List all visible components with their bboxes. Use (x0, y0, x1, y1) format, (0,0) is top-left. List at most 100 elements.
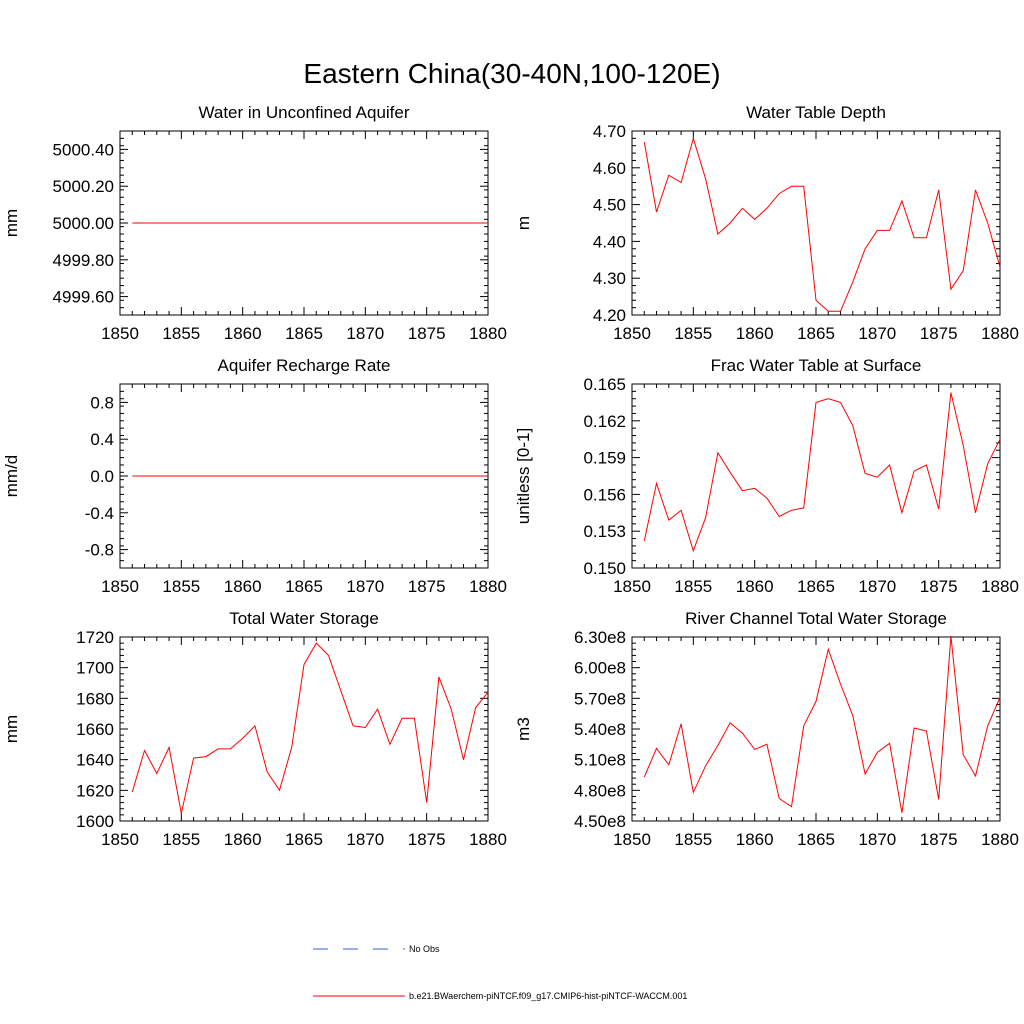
x-tick-label: 1860 (736, 830, 774, 849)
y-tick-label: -0.4 (85, 504, 114, 523)
x-tick-label: 1860 (224, 830, 262, 849)
x-tick-label: 1875 (408, 577, 446, 596)
y-tick-label: 1620 (76, 781, 114, 800)
y-tick-label: 0.165 (583, 375, 626, 394)
y-tick-label: 6.00e8 (574, 659, 626, 678)
x-tick-label: 1875 (920, 830, 958, 849)
panel-title: River Channel Total Water Storage (685, 609, 947, 628)
y-tick-label: 0.8 (90, 393, 114, 412)
x-tick-label: 1850 (101, 577, 139, 596)
x-tick-label: 1880 (981, 577, 1019, 596)
x-tick-label: 1850 (613, 324, 651, 343)
x-tick-label: 1860 (736, 577, 774, 596)
panel-title: Total Water Storage (229, 609, 379, 628)
x-tick-label: 1860 (736, 324, 774, 343)
x-tick-label: 1870 (346, 324, 384, 343)
x-tick-label: 1860 (224, 324, 262, 343)
x-tick-label: 1855 (674, 577, 712, 596)
y-tick-label: 5.70e8 (574, 689, 626, 708)
y-tick-label: 4.20 (593, 306, 626, 325)
y-tick-label: 4.70 (593, 122, 626, 141)
y-tick-label: 0.162 (583, 412, 626, 431)
y-tick-label: 4.30 (593, 269, 626, 288)
panel-title: Water in Unconfined Aquifer (198, 103, 409, 122)
y-tick-label: 4999.80 (53, 251, 114, 270)
panel-title: Frac Water Table at Surface (711, 356, 922, 375)
y-tick-label: 5000.20 (53, 177, 114, 196)
y-axis-label: mm/d (2, 455, 21, 498)
y-tick-label: 4.80e8 (574, 781, 626, 800)
series-line (643, 136, 1001, 312)
x-tick-label: 1855 (162, 324, 200, 343)
y-tick-label: 0.156 (583, 485, 626, 504)
x-tick-label: 1855 (674, 830, 712, 849)
y-axis-label: unitless [0-1] (514, 428, 533, 524)
x-tick-label: 1870 (346, 577, 384, 596)
x-tick-label: 1880 (981, 830, 1019, 849)
x-tick-label: 1880 (469, 830, 507, 849)
y-axis-label: m3 (514, 717, 533, 741)
y-tick-label: 1600 (76, 812, 114, 831)
x-tick-label: 1870 (858, 577, 896, 596)
chart-panel-6: 1850 1855 1860 1865 1870 1875 1880 4.50e8 4.80e8… (514, 609, 1019, 849)
x-tick-label: 1850 (613, 577, 651, 596)
series-line (643, 392, 1001, 553)
y-tick-label: 5000.40 (53, 140, 114, 159)
y-tick-label: 5.10e8 (574, 751, 626, 770)
y-tick-label: 1640 (76, 751, 114, 770)
y-tick-label: 5.40e8 (574, 720, 626, 739)
y-tick-label: 4.50 (593, 196, 626, 215)
y-tick-label: 1660 (76, 720, 114, 739)
x-tick-label: 1870 (858, 830, 896, 849)
y-tick-label: 1720 (76, 628, 114, 647)
figure-title: Eastern China(30-40N,100-120E) (303, 58, 720, 89)
x-tick-label: 1855 (162, 830, 200, 849)
y-tick-label: 6.30e8 (574, 628, 626, 647)
y-tick-label: 0.159 (583, 449, 626, 468)
x-tick-label: 1850 (101, 830, 139, 849)
y-tick-label: 4.60 (593, 159, 626, 178)
x-tick-label: 1865 (797, 577, 835, 596)
x-tick-label: 1865 (285, 577, 323, 596)
y-tick-label: 4.50e8 (574, 812, 626, 831)
y-tick-label: -0.8 (85, 541, 114, 560)
x-tick-label: 1855 (674, 324, 712, 343)
x-tick-label: 1875 (408, 324, 446, 343)
x-tick-label: 1875 (920, 577, 958, 596)
y-tick-label: 0.150 (583, 559, 626, 578)
plot-frame (631, 636, 1001, 822)
y-tick-label: 4999.60 (53, 288, 114, 307)
y-tick-label: 0.4 (90, 430, 114, 449)
x-tick-label: 1875 (920, 324, 958, 343)
chart-panel-3: 1850 1855 1860 1865 1870 1875 1880 -0.8 -0.4 0.0 0… (2, 356, 507, 596)
y-tick-label: 4.40 (593, 232, 626, 251)
legend: No Obs b.e21.BWaerchem-piNTCF.f09_g17.CM… (313, 944, 687, 1001)
chart-panel-4: 1850 1855 1860 1865 1870 1875 1880 0.150 0.153 0.… (514, 356, 1019, 596)
y-axis-label: m (514, 216, 533, 230)
panel-title: Water Table Depth (746, 103, 886, 122)
x-tick-label: 1850 (613, 830, 651, 849)
x-tick-label: 1865 (285, 324, 323, 343)
plot-frame (631, 383, 1001, 569)
y-tick-label: 0.0 (90, 467, 114, 486)
x-tick-label: 1870 (346, 830, 384, 849)
chart-panel-5: 1850 1855 1860 1865 1870 1875 1880 1600 1620 1640… (2, 609, 507, 849)
x-tick-label: 1880 (469, 324, 507, 343)
series-line (643, 635, 1001, 813)
legend-label-no-obs: No Obs (409, 944, 440, 954)
x-tick-label: 1865 (797, 830, 835, 849)
chart-panels: 1850 1855 1860 1865 1870 1875 1880 4999.60 4999.… (2, 103, 1019, 849)
x-tick-label: 1870 (858, 324, 896, 343)
y-tick-label: 0.153 (583, 522, 626, 541)
y-tick-label: 5000.00 (53, 214, 114, 233)
series-line (131, 642, 489, 814)
x-tick-label: 1860 (224, 577, 262, 596)
y-axis-label: mm (2, 715, 21, 743)
y-tick-label: 1680 (76, 689, 114, 708)
x-tick-label: 1865 (285, 830, 323, 849)
x-tick-label: 1875 (408, 830, 446, 849)
panel-title: Aquifer Recharge Rate (218, 356, 391, 375)
y-axis-label: mm (2, 209, 21, 237)
x-tick-label: 1880 (469, 577, 507, 596)
